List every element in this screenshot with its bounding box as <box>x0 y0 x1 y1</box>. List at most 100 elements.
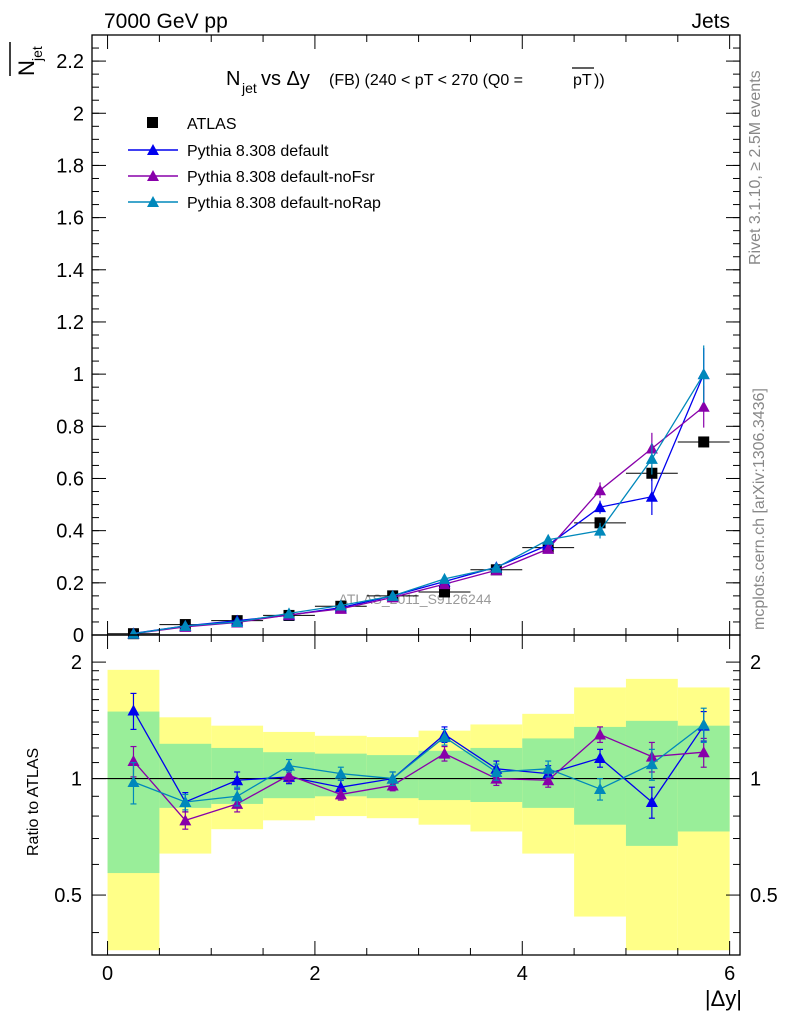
ratio-xtick-label: 6 <box>724 963 735 985</box>
ratio-xtick-label: 4 <box>517 963 528 985</box>
main-ytick-label: 0.8 <box>56 416 84 438</box>
point-pythia-8-308-default-norap <box>386 589 399 601</box>
main-ylabel-sub: jet <box>29 46 45 62</box>
point-pythia-8-308-default-norap <box>438 572 451 584</box>
main-ytick-label: 1.6 <box>56 208 84 230</box>
ratio-point-pythia-8-308-default-nofsr <box>438 747 451 759</box>
main-ytick-label: 2.2 <box>56 51 84 73</box>
point-pythia-8-308-default-nofsr <box>594 484 607 496</box>
ratio-ytick-label-right: 2 <box>750 652 761 674</box>
title-rest: (FB) (240 < pT < 270 (Q0 = <box>329 72 523 89</box>
point-pythia-8-308-default-norap <box>231 615 244 627</box>
ratio-point-pythia-8-308-default-norap <box>282 759 295 771</box>
ratio-point-pythia-8-308-default-norap <box>438 731 451 743</box>
mcplots-ref: mcplots.cern.ch [arXiv:1306.3436] <box>751 388 768 630</box>
main-title: N jet vs Δy (FB) (240 < pT < 270 (Q0 = p… <box>226 67 605 96</box>
point-pythia-8-308-default-nofsr <box>542 542 555 554</box>
ratio-point-pythia-8-308-default <box>645 795 658 807</box>
ratio-point-pythia-8-308-default <box>594 752 607 764</box>
ratio-ylabel: Ratio to ATLAS <box>25 748 42 856</box>
series-line-pythia-8-308-default-norap <box>133 373 705 635</box>
title-n: N <box>226 68 240 90</box>
ratio-point-pythia-8-308-default-norap <box>127 775 140 787</box>
title-sub: jet <box>241 80 257 96</box>
legend-marker-norap <box>147 196 159 207</box>
main-plot-area <box>107 345 730 640</box>
main-ylabel-main: N <box>14 60 39 76</box>
ratio-point-pythia-8-308-default <box>127 704 140 716</box>
ratio-point-pythia-8-308-default-norap <box>386 772 399 784</box>
point-pythia-8-308-default-norap <box>645 452 658 464</box>
ratio-point-pythia-8-308-default-nofsr <box>542 774 555 786</box>
ratio-point-pythia-8-308-default-nofsr <box>697 746 710 758</box>
legend-marker-default <box>147 144 159 155</box>
main-ytick-label: 1 <box>73 364 84 386</box>
ratio-point-pythia-8-308-default-norap <box>697 718 710 730</box>
legend-label-norap: Pythia 8.308 default-noRap <box>187 195 381 212</box>
main-ytick-label: 2 <box>73 103 84 125</box>
ratio-ytick-label: 1 <box>71 769 82 791</box>
series-line-pythia-8-308-default <box>133 373 705 635</box>
ratio-ytick-label: 0.5 <box>54 885 82 907</box>
ratio-point-pythia-8-308-default-nofsr <box>282 769 295 781</box>
ratio-point-pythia-8-308-default-norap <box>334 767 347 779</box>
ratio-frame <box>91 634 741 956</box>
ratio-line-pythia-8-308-default-nofsr <box>132 733 704 822</box>
band-green-bin <box>574 726 626 825</box>
ratio-ytick-label-right: 0.5 <box>750 885 778 907</box>
ratio-point-pythia-8-308-default-norap <box>594 782 607 794</box>
point-atlas <box>439 586 451 598</box>
ratio-xtick-label: 0 <box>102 963 113 985</box>
title-over: pT <box>573 72 592 89</box>
ratio-plot-area <box>92 692 740 830</box>
category-label: Jets <box>691 10 730 33</box>
main-ytick-label: 0 <box>73 625 84 647</box>
legend-marker-nofsr <box>147 170 159 181</box>
axes: 0 0.2 0.4 0.6 0.8 1 1.2 1.4 1.6 1.8 2 2.2 0 2 4 6 0.5 0.5… <box>54 34 778 985</box>
main-ytick-label: 1.2 <box>56 312 84 334</box>
x-axis-label: |Δy| <box>705 986 742 1011</box>
main-ytick-label: 0.4 <box>56 521 84 543</box>
point-pythia-8-308-default <box>594 501 607 513</box>
point-pythia-8-308-default-norap <box>334 599 347 611</box>
collision-label: 7000 GeV pp <box>104 10 228 33</box>
ratio-ytick-label: 2 <box>71 652 82 674</box>
point-pythia-8-308-default-norap <box>282 607 295 619</box>
rivet-info: Rivet 3.1.10, ≥ 2.5M events <box>747 70 764 265</box>
point-pythia-8-308-default-norap <box>542 533 555 545</box>
analysis-watermark: ATLAS_2011_S9126244 <box>339 591 492 607</box>
point-pythia-8-308-default <box>645 490 658 502</box>
title-end: )) <box>594 72 605 89</box>
point-atlas <box>698 436 710 448</box>
ratio-point-pythia-8-308-default-norap <box>179 795 192 807</box>
main-ytick-label: 0.6 <box>56 468 84 490</box>
point-pythia-8-308-default-nofsr <box>697 400 710 412</box>
point-pythia-8-308-default-norap <box>697 368 710 380</box>
main-ytick-label: 0.2 <box>56 573 84 595</box>
ratio-line-pythia-8-308-default-norap <box>133 723 705 803</box>
ratio-point-pythia-8-308-default-norap <box>542 762 555 774</box>
title-vs: vs Δy <box>261 68 310 90</box>
legend-marker-atlas <box>147 117 158 128</box>
ratio-point-pythia-8-308-default-norap <box>231 790 244 802</box>
point-pythia-8-308-default-norap <box>490 561 503 573</box>
ratio-point-pythia-8-308-default-nofsr <box>179 814 192 826</box>
ratio-xtick-label: 2 <box>309 963 320 985</box>
legend: ATLAS Pythia 8.308 default Pythia 8.308 … <box>128 116 381 212</box>
ratio-point-pythia-8-308-default <box>231 774 244 786</box>
ratio-point-pythia-8-308-default-norap <box>490 765 503 777</box>
ratio-point-pythia-8-308-default-nofsr <box>334 788 347 800</box>
ratio-point-pythia-8-308-default-nofsr <box>594 728 607 740</box>
ratio-uncertainty-bands <box>107 669 730 951</box>
ratio-point-pythia-8-308-default-nofsr <box>127 755 140 767</box>
point-pythia-8-308-default-norap <box>127 627 140 639</box>
ratio-ytick-label-right: 1 <box>750 769 761 791</box>
point-pythia-8-308-default-norap <box>594 524 607 536</box>
main-ylabel: N jet <box>9 42 45 76</box>
point-pythia-8-308-default-norap <box>179 619 192 631</box>
band-green-bin <box>625 720 678 846</box>
main-ytick-label: 1.8 <box>56 155 84 177</box>
legend-label-nofsr: Pythia 8.308 default-noFsr <box>187 169 375 186</box>
legend-label-atlas: ATLAS <box>187 116 237 133</box>
